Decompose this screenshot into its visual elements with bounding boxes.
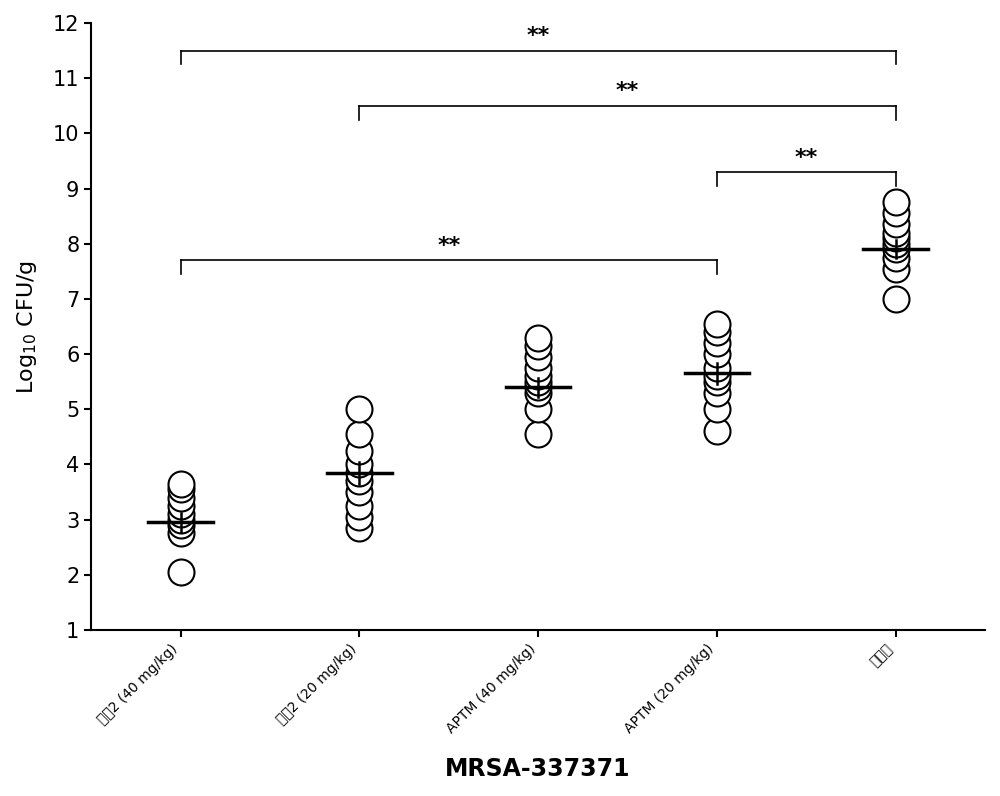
Point xyxy=(173,508,189,521)
Point xyxy=(888,218,904,231)
Point xyxy=(351,427,367,440)
Point xyxy=(173,513,189,526)
Point xyxy=(351,444,367,457)
Point xyxy=(709,403,725,416)
Point xyxy=(888,237,904,250)
Text: **: ** xyxy=(526,26,550,46)
Point xyxy=(173,566,189,579)
X-axis label: MRSA-337371: MRSA-337371 xyxy=(445,757,631,781)
Point xyxy=(530,386,546,399)
Point xyxy=(709,326,725,338)
Point xyxy=(173,519,189,532)
Point xyxy=(709,370,725,383)
Point xyxy=(173,499,189,512)
Point xyxy=(173,478,189,490)
Point xyxy=(709,425,725,438)
Point xyxy=(530,375,546,388)
Point xyxy=(351,458,367,470)
Text: **: ** xyxy=(616,81,639,101)
Point xyxy=(709,375,725,388)
Point xyxy=(888,292,904,305)
Point xyxy=(351,466,367,479)
Point xyxy=(888,232,904,244)
Point xyxy=(888,207,904,220)
Point xyxy=(351,499,367,512)
Point xyxy=(351,486,367,498)
Point xyxy=(888,243,904,256)
Point xyxy=(709,361,725,374)
Point xyxy=(888,226,904,239)
Point xyxy=(888,196,904,209)
Point xyxy=(888,252,904,264)
Point xyxy=(530,403,546,416)
Point xyxy=(530,370,546,383)
Point xyxy=(530,427,546,440)
Point xyxy=(351,510,367,523)
Point xyxy=(709,318,725,330)
Point xyxy=(709,337,725,349)
Point xyxy=(530,339,546,352)
Point xyxy=(173,483,189,496)
Point xyxy=(709,348,725,361)
Point xyxy=(530,350,546,363)
Point xyxy=(351,403,367,416)
Point xyxy=(709,386,725,399)
Point xyxy=(351,474,367,487)
Point xyxy=(530,361,546,374)
Y-axis label: Log$_{10}$ CFU/g: Log$_{10}$ CFU/g xyxy=(15,259,39,393)
Point xyxy=(173,491,189,504)
Point xyxy=(888,262,904,275)
Point xyxy=(173,527,189,540)
Point xyxy=(351,521,367,534)
Text: **: ** xyxy=(795,147,818,168)
Point xyxy=(530,331,546,344)
Point xyxy=(530,380,546,393)
Text: **: ** xyxy=(437,236,460,256)
